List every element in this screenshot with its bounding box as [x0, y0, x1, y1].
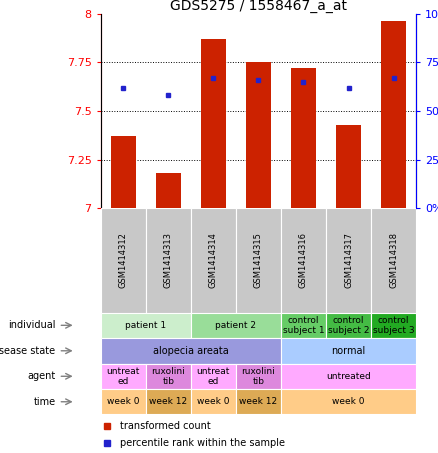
Text: patient 2: patient 2 [215, 321, 256, 330]
Text: patient 1: patient 1 [125, 321, 166, 330]
Bar [371, 208, 416, 313]
Bar [381, 21, 406, 208]
Text: GSM1414312: GSM1414312 [119, 232, 128, 289]
Text: GSM1414313: GSM1414313 [164, 232, 173, 289]
Text: alopecia areata: alopecia areata [153, 346, 229, 356]
Title: GDS5275 / 1558467_a_at: GDS5275 / 1558467_a_at [170, 0, 347, 13]
Bar [326, 208, 371, 313]
Text: week 12: week 12 [149, 397, 187, 406]
Bar [101, 389, 146, 414]
Text: untreat
ed: untreat ed [197, 366, 230, 386]
Text: disease state: disease state [0, 346, 56, 356]
Bar [101, 338, 281, 363]
Text: ruxolini
tib: ruxolini tib [152, 366, 185, 386]
Bar [146, 208, 191, 313]
Text: GSM1414316: GSM1414316 [299, 232, 308, 289]
Bar [191, 313, 281, 338]
Bar [281, 208, 326, 313]
Text: control
subject 1: control subject 1 [283, 316, 324, 335]
Bar [291, 68, 316, 208]
Text: GSM1414314: GSM1414314 [209, 232, 218, 289]
Bar [191, 389, 236, 414]
Bar [336, 125, 361, 208]
Bar [281, 363, 416, 389]
Bar [101, 313, 191, 338]
Bar [236, 208, 281, 313]
Bar [236, 389, 281, 414]
Text: week 12: week 12 [239, 397, 278, 406]
Text: individual: individual [8, 320, 56, 330]
Text: control
subject 3: control subject 3 [373, 316, 414, 335]
Text: GSM1414317: GSM1414317 [344, 232, 353, 289]
Bar [236, 363, 281, 389]
Text: untreat
ed: untreat ed [106, 366, 140, 386]
Text: ruxolini
tib: ruxolini tib [241, 366, 276, 386]
Bar [191, 208, 236, 313]
Bar [201, 39, 226, 208]
Bar [246, 63, 271, 208]
Text: untreated: untreated [326, 372, 371, 381]
Bar [191, 363, 236, 389]
Bar [146, 389, 191, 414]
Bar [281, 338, 416, 363]
Text: normal: normal [332, 346, 366, 356]
Bar [111, 136, 136, 208]
Text: percentile rank within the sample: percentile rank within the sample [120, 439, 285, 448]
Text: transformed count: transformed count [120, 421, 210, 431]
Bar [326, 313, 371, 338]
Bar [281, 313, 326, 338]
Bar [146, 363, 191, 389]
Bar [101, 363, 146, 389]
Text: GSM1414318: GSM1414318 [389, 232, 398, 289]
Text: time: time [33, 397, 56, 407]
Bar [281, 389, 416, 414]
Text: agent: agent [27, 371, 56, 381]
Text: week 0: week 0 [107, 397, 140, 406]
Text: GSM1414315: GSM1414315 [254, 232, 263, 289]
Bar [371, 313, 416, 338]
Bar [101, 208, 146, 313]
Text: week 0: week 0 [197, 397, 230, 406]
Text: control
subject 2: control subject 2 [328, 316, 369, 335]
Bar [156, 173, 181, 208]
Text: week 0: week 0 [332, 397, 365, 406]
